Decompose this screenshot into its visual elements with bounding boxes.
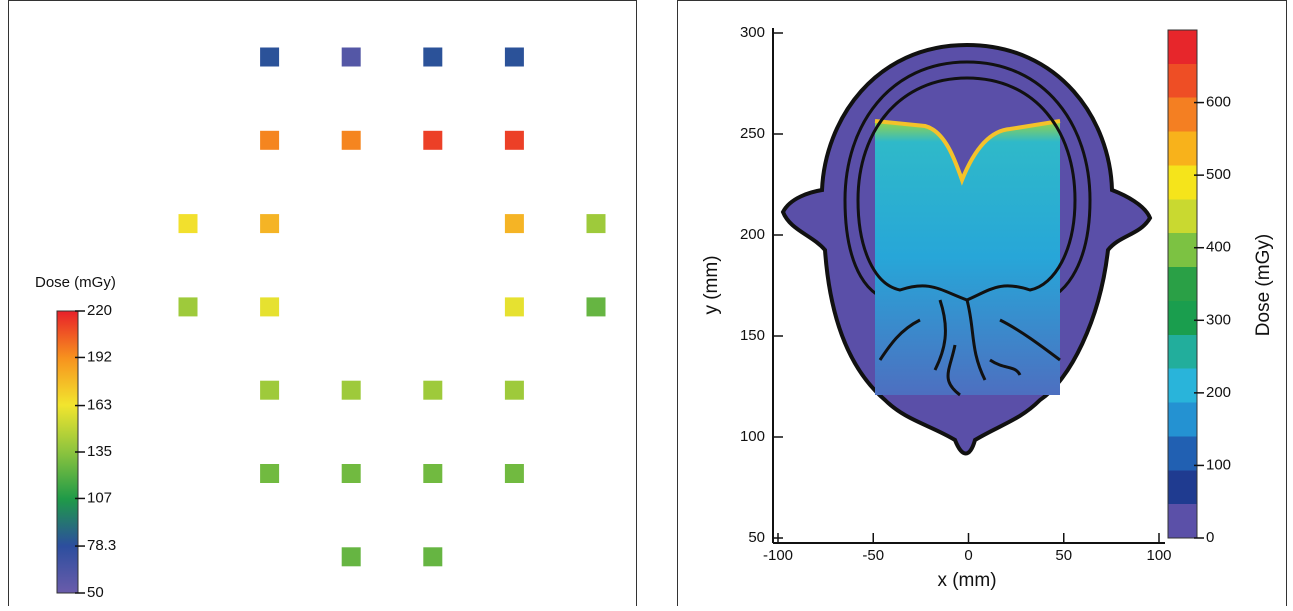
dose-cell [586, 214, 606, 234]
head-illustration [780, 42, 1153, 456]
dose-cell [504, 380, 524, 400]
colorbar-tick-label: 200 [1206, 384, 1231, 401]
dose-cell [423, 130, 443, 150]
y-tick-label: 250 [740, 125, 765, 142]
x-tick-label: 50 [1055, 547, 1072, 564]
dose-cell [341, 547, 361, 567]
colorbar-tick-label: 300 [1206, 311, 1231, 328]
dose-cell [504, 297, 524, 317]
colorbar-tick-label: 220 [87, 302, 112, 319]
y-tick-label: 50 [748, 529, 765, 546]
y-tick-label: 150 [740, 327, 765, 344]
dose-cell [423, 47, 443, 67]
colorbar-tick-label: 78.3 [87, 537, 116, 554]
colorbar-label: Dose (mGy) [1253, 234, 1274, 336]
dose-cell [423, 380, 443, 400]
dose-cell [178, 214, 198, 234]
dose-cell [260, 464, 280, 483]
colorbar [56, 310, 79, 594]
colorbar-tick-label: 50 [87, 584, 104, 601]
dose-cell [260, 214, 280, 234]
colorbar-tick-label: 163 [87, 397, 112, 414]
dose-cell [586, 297, 606, 317]
dose-cell [423, 464, 443, 483]
colorbar-tick-label: 192 [87, 348, 112, 365]
dose-cell [178, 297, 198, 317]
y-axis-label: y (mm) [701, 255, 722, 314]
x-tick-label: 100 [1146, 547, 1171, 564]
dose-cell [504, 464, 524, 483]
dose-cell [341, 130, 361, 150]
colorbar-tick-label: 0 [1206, 529, 1214, 546]
x-axis-label: x (mm) [937, 570, 996, 591]
y-tick-label: 100 [740, 428, 765, 445]
dose-cell [341, 464, 361, 483]
colorbar-tick-label: 100 [1206, 456, 1231, 473]
dose-cell [260, 47, 280, 67]
colorbar-tick-label: 107 [87, 489, 112, 506]
dose-cell [341, 47, 361, 67]
dose-cell [260, 297, 280, 317]
colorbar [1167, 29, 1198, 539]
dose-cell [504, 47, 524, 67]
colorbar-tick-label: 500 [1206, 166, 1231, 183]
x-tick-label: -50 [862, 547, 884, 564]
y-tick-label: 200 [740, 226, 765, 243]
dose-cell [260, 380, 280, 400]
y-tick-label: 300 [740, 24, 765, 41]
dose-cell [504, 214, 524, 234]
colorbar-tick-label: 400 [1206, 239, 1231, 256]
colorbar-tick-label: 135 [87, 443, 112, 460]
x-tick-label: -100 [763, 547, 793, 564]
dose-cell [504, 130, 524, 150]
dose-cell [341, 380, 361, 400]
dose-cell [260, 130, 280, 150]
x-tick-label: 0 [964, 547, 972, 564]
colorbar-tick-label: 600 [1206, 94, 1231, 111]
colorbar-label: Dose (mGy) [35, 274, 116, 291]
dose-cell [423, 547, 443, 567]
